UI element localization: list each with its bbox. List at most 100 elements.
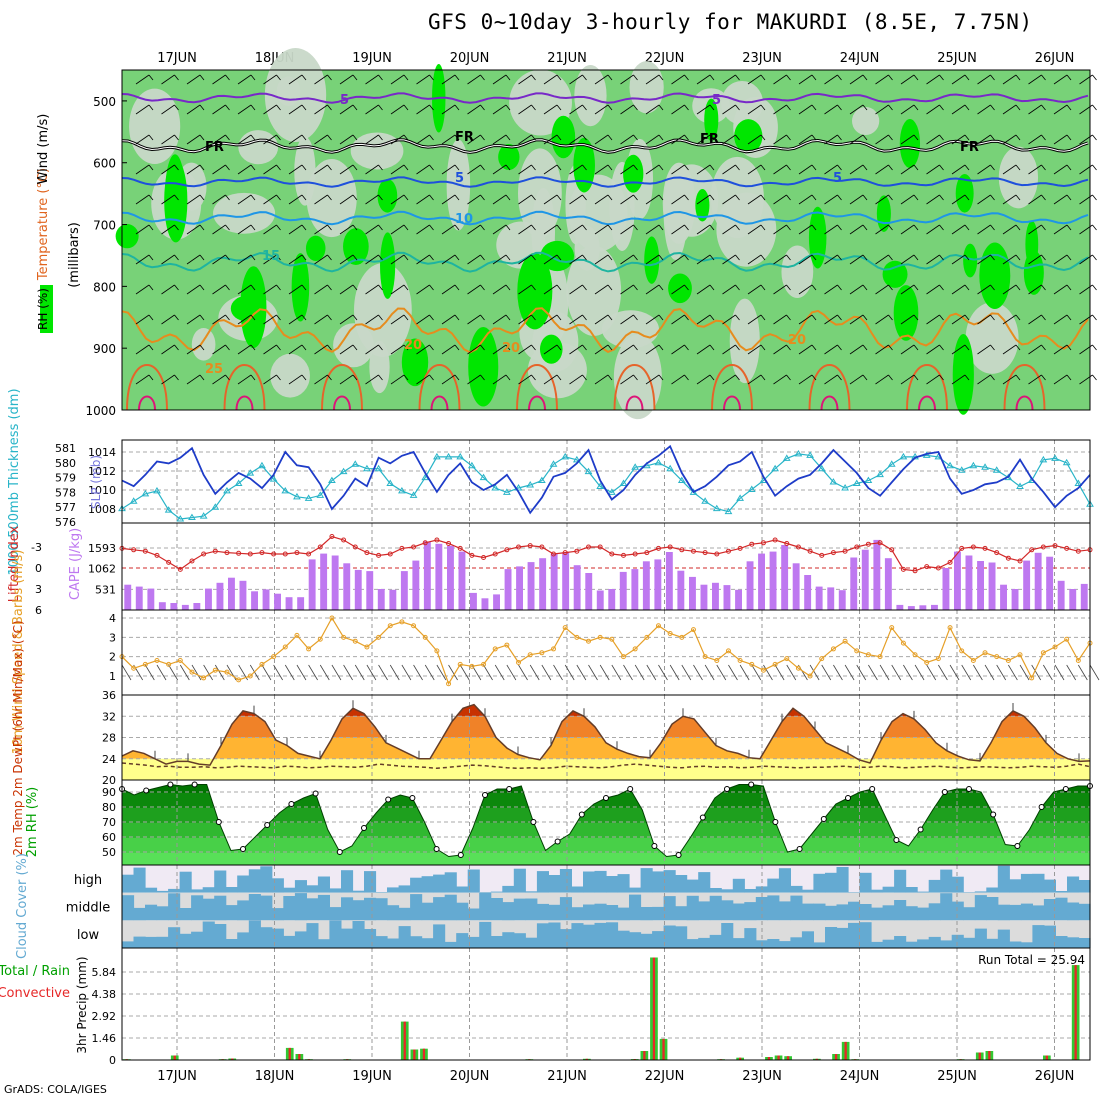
cloud-cell (248, 869, 261, 893)
cloud-cell (341, 870, 354, 893)
wind-barb (263, 194, 277, 205)
wind10-barb (844, 664, 855, 681)
cloud-cell (306, 885, 319, 893)
wind-barb-tick (531, 74, 536, 81)
cloud-cell (825, 872, 838, 893)
wind-barb-tick (429, 164, 434, 171)
lifted-index-marker (341, 537, 347, 543)
cloud-cell (548, 875, 561, 893)
wind-barb-tick (862, 284, 868, 291)
cloud-cell (444, 941, 457, 948)
lifted-index-marker (877, 540, 883, 546)
contour-label: FR (205, 140, 224, 155)
cape-bar (435, 543, 443, 610)
wind-barb (492, 164, 507, 175)
wind-barb (467, 374, 481, 385)
wind-barb-tick (658, 284, 664, 291)
date-label-top: 20JUN (450, 51, 490, 66)
cross-section-field (115, 48, 1097, 420)
wind-barb (849, 284, 864, 295)
lifted-index-marker (492, 551, 498, 557)
wind-barb-tick (939, 134, 944, 141)
wind-barb (875, 194, 889, 205)
wind-barb (620, 314, 634, 325)
temp-tick: 20 (102, 774, 116, 787)
rh-marker (361, 825, 367, 831)
wind10-marker (422, 634, 428, 640)
wind-barb (773, 254, 787, 265)
lifted-index-marker (632, 551, 638, 557)
wind-barb (518, 194, 532, 205)
wind-barb-tick (633, 314, 638, 321)
cape-bar (239, 580, 247, 610)
thickness-marker (269, 475, 278, 482)
cloud-cell (974, 895, 987, 921)
wind-barb-tick (786, 74, 791, 81)
wind-barb (288, 74, 303, 85)
cloud-cell (467, 936, 480, 948)
wind-barb-tick (735, 344, 740, 351)
wind-barb-tick (327, 134, 332, 141)
wind-barb-tick (1066, 374, 1072, 381)
wind-barb (620, 344, 634, 355)
wind10-marker (329, 615, 335, 621)
contour-label: 5 (833, 171, 842, 186)
wind-barb (543, 134, 558, 145)
wind-barb-tick (250, 134, 256, 141)
cloud-cell (513, 933, 526, 948)
rh-high-blob (240, 266, 267, 349)
cape-bar (873, 539, 881, 610)
wind-barb-tick (199, 164, 205, 171)
wind-barb (314, 254, 328, 265)
precip-legend-conv: Convective (0, 986, 70, 1001)
wind-barb (518, 314, 532, 325)
slp-series (121, 444, 1091, 515)
cloud-cell (583, 871, 596, 893)
temp-band-32 (122, 704, 1090, 717)
cloud-cell (974, 891, 987, 893)
cloud-cell (1043, 925, 1056, 948)
wind-barb (237, 314, 252, 325)
wind-barb (339, 374, 354, 385)
wind-barb-tick (1015, 374, 1021, 381)
wind-barb-tick (403, 104, 409, 111)
wind-barb (186, 164, 201, 175)
wind10-marker (364, 644, 370, 650)
wind10-tick: 3 (109, 631, 116, 644)
wind-barb-tick (939, 194, 944, 201)
cape-bar (550, 553, 558, 610)
rh-marker (1038, 804, 1045, 810)
wind-barb-tick (148, 134, 154, 141)
rh-low-blob (965, 302, 1019, 374)
cloud-cell (410, 936, 423, 948)
wind10-marker (177, 658, 183, 664)
cloud-cell (433, 924, 446, 948)
lifted-index-marker (982, 545, 988, 551)
wind-barb-tick (633, 374, 638, 381)
cloud-cell (317, 894, 330, 921)
wind-barb-tick (148, 164, 154, 171)
wind-barb-tick (582, 224, 587, 231)
thickness-marker (339, 467, 348, 475)
wind-barb (926, 254, 940, 265)
wind-barb-tick (454, 254, 460, 261)
thickness-marker (386, 479, 395, 487)
thickness-marker (374, 464, 383, 472)
wind-barb-tick (582, 164, 587, 171)
wind10-marker (516, 659, 522, 665)
cape-bar (677, 570, 685, 610)
cloud-cell (825, 905, 838, 921)
cloud-cell (871, 941, 884, 948)
wind-barb (926, 194, 940, 205)
thickness-marker (794, 449, 803, 457)
cloud-cell (594, 870, 607, 893)
rh-marker (893, 837, 900, 843)
cape-axis-label: CAPE (J/kg) (68, 528, 83, 600)
cloud-cell (871, 907, 884, 921)
panel-frame (121, 69, 1091, 411)
contour-label: FR (700, 132, 719, 147)
cloud-cell (179, 908, 192, 921)
cloud-cell (1067, 876, 1080, 893)
wind-barb (416, 134, 430, 145)
wind-barb-tick (888, 344, 893, 351)
